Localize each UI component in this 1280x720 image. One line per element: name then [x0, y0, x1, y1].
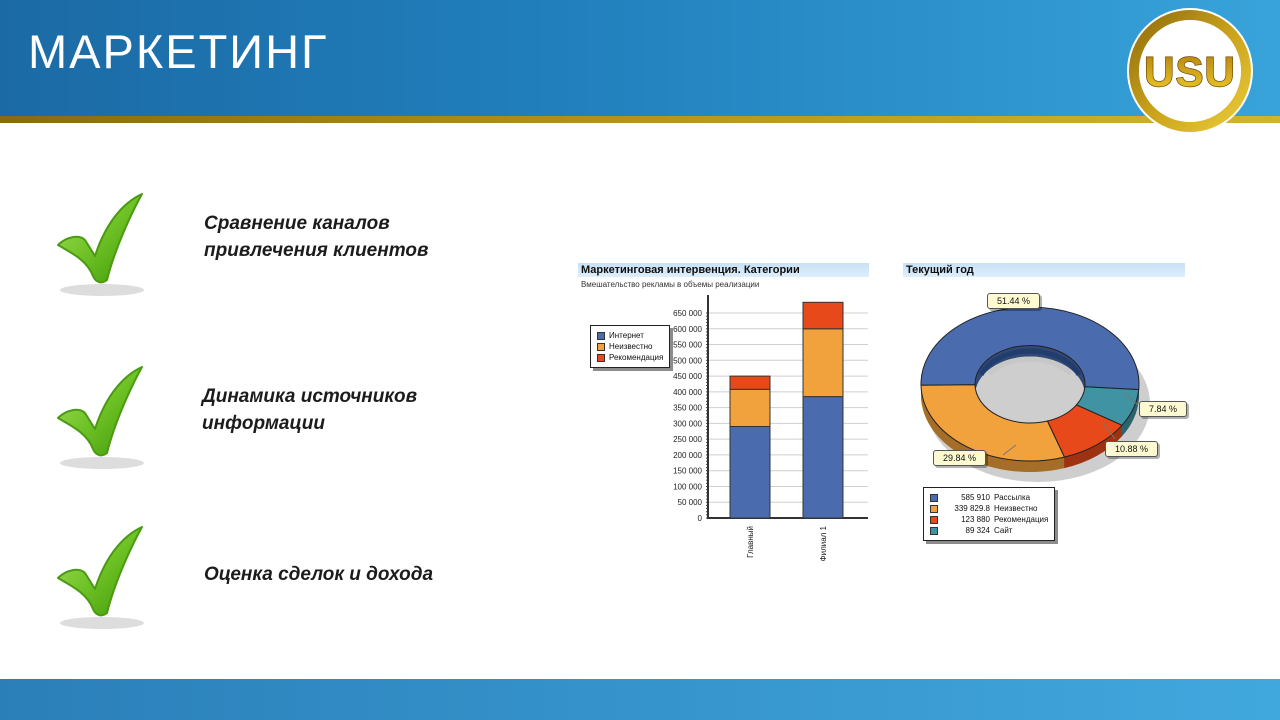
- x-category-label: Филиал 1: [819, 525, 828, 561]
- bar-segment: [729, 426, 771, 519]
- bar-plot: 0 50 000 100 000 150 000 200 000 250 000 300 0…: [673, 295, 868, 561]
- header-band: [0, 0, 1280, 116]
- check-label-line2: информации: [202, 413, 325, 434]
- legend-value: 585 910: [961, 493, 990, 502]
- legend-swatch: [930, 526, 938, 535]
- bar-segment: [802, 328, 844, 398]
- legend-swatch: [930, 493, 938, 502]
- check-label: Динамика источников информации: [202, 383, 417, 437]
- footer-band: [0, 679, 1280, 720]
- legend-item: 585 910 Рассылка: [930, 492, 1048, 503]
- legend-label: Интернет: [609, 331, 644, 340]
- donut-slice: [920, 306, 1140, 391]
- pie-callout-3: 10.88 %: [1105, 441, 1159, 457]
- pie-callout-4: 29.84 %: [933, 450, 987, 466]
- x-category-label: Главный: [746, 526, 755, 558]
- y-tick-label: 650 000: [673, 309, 702, 318]
- pie-chart-title: Текущий год: [903, 263, 1185, 278]
- bar-segment: [802, 301, 844, 330]
- legend-value: 89 324: [965, 526, 990, 535]
- check-label-line1: Динамика источников: [202, 386, 418, 407]
- check-label: Сравнение каналов привлечения клиентов: [204, 210, 428, 264]
- legend-swatch: [930, 515, 938, 524]
- bar-segment: [729, 375, 771, 390]
- page-title: МАРКЕТИНГ: [28, 25, 329, 78]
- check-icon: [57, 366, 144, 469]
- y-tick-label: 300 000: [673, 419, 702, 428]
- pie-callout-1: 51.44 %: [987, 293, 1041, 309]
- legend-label: Рекомендация: [609, 353, 664, 362]
- legend-label: Рекомендация: [994, 515, 1049, 524]
- check-icon: [57, 193, 144, 296]
- legend-label: Неизвестно: [609, 342, 653, 351]
- check-icon: [57, 526, 144, 629]
- usu-logo-graphic: USU: [1127, 8, 1253, 134]
- legend-value: 123 880: [961, 515, 990, 524]
- bar-chart-panel: Маркетинговая интервенция. Категории Вме…: [578, 263, 869, 568]
- leader-line: [1002, 444, 1017, 456]
- y-tick-label: 600 000: [673, 325, 702, 334]
- y-tick-label: 150 000: [673, 467, 702, 476]
- leader-line: [1124, 392, 1139, 406]
- legend-swatch: [597, 331, 605, 340]
- bar-segment: [729, 388, 771, 428]
- donut-inner-rim-light: [987, 356, 1073, 376]
- y-tick-label: 200 000: [673, 451, 702, 460]
- check-label: Оценка сделок и дохода: [204, 561, 433, 588]
- y-tick-label: 500 000: [673, 356, 702, 365]
- legend-item: 339 829.8 Неизвестно: [930, 503, 1048, 514]
- legend-swatch: [930, 504, 938, 513]
- pie-callout-2: 7.84 %: [1139, 401, 1188, 417]
- y-tick-label: 100 000: [673, 482, 702, 491]
- y-tick-label: 0: [698, 514, 703, 523]
- bar-chart-title: Маркетинговая интервенция. Категории: [578, 263, 869, 278]
- pie-chart-legend: 585 910 Рассылка 339 829.8 Неизвестно 123 88…: [923, 487, 1056, 541]
- donut-plot: [920, 294, 1150, 482]
- check-label-line2: привлечения клиентов: [204, 240, 429, 261]
- bar-chart-subtitle: Вмешательство рекламы в объемы реализаци…: [581, 280, 760, 289]
- legend-item: Неизвестно: [597, 341, 663, 352]
- legend-label: Неизвестно: [994, 504, 1038, 513]
- legend-label: Рассылка: [994, 493, 1031, 502]
- check-label-line1: Сравнение каналов: [204, 213, 390, 234]
- y-tick-label: 550 000: [673, 341, 702, 350]
- leader-line: [1102, 422, 1116, 440]
- legend-item: Рекомендация: [597, 352, 663, 363]
- usu-logo: USU: [1122, 3, 1258, 139]
- gold-divider: [0, 116, 1280, 123]
- legend-item: 123 880 Рекомендация: [930, 514, 1048, 525]
- y-tick-label: 250 000: [673, 435, 702, 444]
- y-tick-label: 450 000: [673, 372, 702, 381]
- bar-chart-legend: Интернет Неизвестно Рекомендация: [590, 325, 671, 368]
- usu-logo-text: USU: [1144, 48, 1236, 95]
- legend-item: Интернет: [597, 330, 663, 341]
- donut-slice: [920, 384, 1066, 462]
- y-tick-label: 400 000: [673, 388, 702, 397]
- legend-label: Сайт: [994, 526, 1013, 535]
- y-tick-label: 50 000: [678, 498, 703, 507]
- bar-segment: [802, 396, 844, 519]
- legend-swatch: [597, 342, 605, 351]
- y-tick-label: 350 000: [673, 404, 702, 413]
- check-label-line1: Оценка сделок и дохода: [204, 564, 434, 585]
- donut-inner-rim: [978, 348, 1082, 376]
- legend-item: 89 324 Сайт: [930, 525, 1048, 536]
- legend-swatch: [597, 353, 605, 362]
- pie-chart-panel: Текущий год 51.44 % 7.84 % 10.88 % 29.84…: [903, 263, 1188, 541]
- legend-value: 339 829.8: [954, 504, 990, 513]
